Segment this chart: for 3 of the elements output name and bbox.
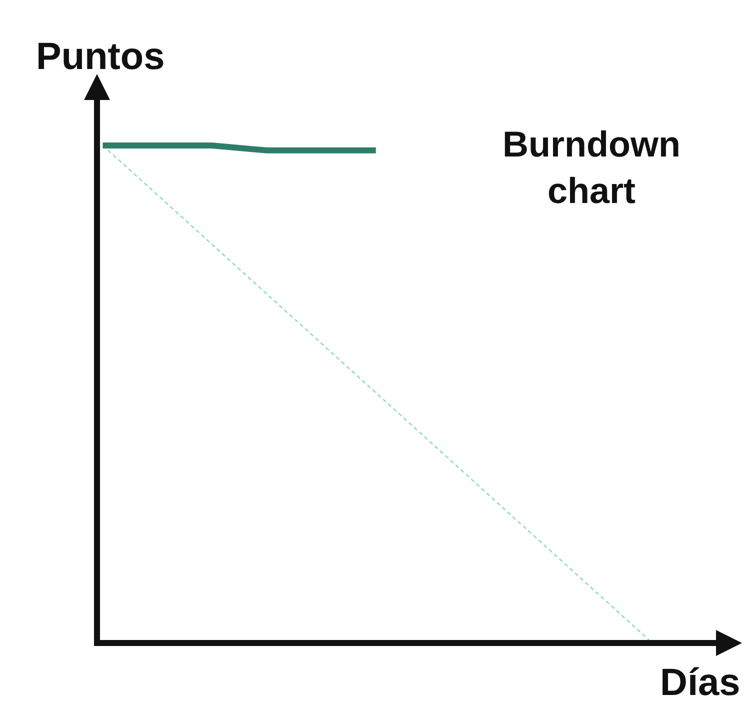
chart-title: Burndown chart (502, 123, 680, 212)
y-axis-title: Puntos (36, 36, 165, 78)
x-axis-title: Días (660, 662, 740, 704)
